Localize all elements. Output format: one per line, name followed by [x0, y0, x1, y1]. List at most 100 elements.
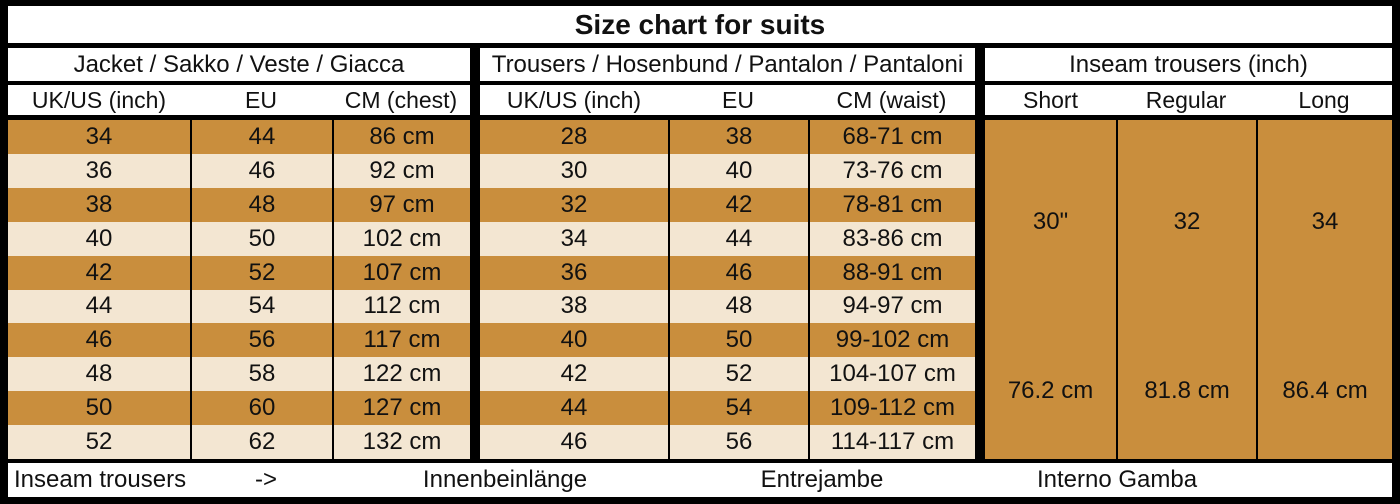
inseam-merged-cells: 30" 76.2 cm 32 81.8 cm 34 86.4 cm	[985, 120, 1392, 459]
table-cell: 48	[190, 187, 332, 222]
column-header-ukus-trousers: UK/US (inch)	[506, 86, 642, 113]
table-row: 46 56 114-117 cm	[480, 425, 975, 460]
section-divider	[975, 85, 985, 115]
table-cell: 40	[85, 224, 113, 252]
table-cell: 104-107 cm	[808, 357, 975, 392]
footer-translation-german: Innenbeinlänge	[422, 466, 588, 493]
section-header-inseam: Inseam trousers (inch)	[1069, 50, 1308, 78]
section-divider	[470, 120, 480, 459]
table-cell: 40	[560, 326, 588, 354]
table-cell: 44	[560, 394, 588, 422]
table-row: 52 62 132 cm	[8, 425, 470, 460]
jacket-size-rows: 34 44 86 cm 36 46 92 cm 38 48 97 cm 40 50 102 cm 42 5…	[8, 120, 470, 460]
section-divider	[975, 120, 985, 459]
table-cell: 73-76 cm	[808, 153, 975, 188]
column-header-regular: Regular	[1145, 86, 1227, 113]
table-cell: 32	[560, 190, 588, 218]
table-cell: 81.8 cm	[1144, 377, 1230, 405]
table-cell: 122 cm	[332, 357, 470, 392]
table-cell: 117 cm	[332, 323, 470, 358]
table-cell: 56	[190, 323, 332, 358]
table-cell: 34	[560, 224, 588, 252]
table-cell: 97 cm	[332, 187, 470, 222]
section-divider	[975, 48, 985, 81]
table-row: 32 42 78-81 cm	[480, 187, 975, 222]
table-cell: 46	[190, 153, 332, 188]
trousers-size-rows: 28 38 68-71 cm 30 40 73-76 cm 32 42 78-81 cm 34 44…	[480, 120, 975, 460]
table-cell: 52	[190, 255, 332, 290]
table-cell: 42	[85, 258, 113, 286]
table-cell: 30"	[1032, 207, 1069, 235]
table-cell: 38	[668, 120, 808, 154]
table-cell: 28	[560, 122, 588, 150]
table-cell: 44	[190, 120, 332, 154]
table-cell: 32	[1173, 207, 1201, 235]
column-header-short: Short	[1023, 86, 1078, 113]
table-row: 40 50 102 cm	[8, 221, 470, 256]
table-cell: 50	[85, 394, 113, 422]
inseam-column-long: 34 86.4 cm	[1256, 120, 1392, 459]
section-header-trousers: Trousers / Hosenbund / Pantalon / Pantal…	[491, 50, 964, 78]
table-row: 34 44 83-86 cm	[480, 221, 975, 256]
table-cell: 36	[85, 156, 113, 184]
page-title: Size chart for suits	[574, 8, 826, 40]
table-row: 44 54 109-112 cm	[480, 391, 975, 426]
column-header-eu-jacket: EU	[245, 86, 277, 113]
arrow-icon: ->	[254, 466, 278, 493]
table-row: 40 50 99-102 cm	[480, 323, 975, 358]
table-row: 50 60 127 cm	[8, 391, 470, 426]
table-cell: 40	[668, 153, 808, 188]
table-row: 44 54 112 cm	[8, 289, 470, 324]
footer-translation-italian: Interno Gamba	[1036, 466, 1198, 493]
table-cell: 102 cm	[332, 221, 470, 256]
table-cell: 76.2 cm	[1007, 377, 1094, 405]
column-header-eu-trousers: EU	[722, 86, 754, 113]
table-cell: 54	[668, 391, 808, 426]
table-cell: 46	[560, 428, 588, 456]
table-row: 34 44 86 cm	[8, 120, 470, 154]
table-row: 36 46 92 cm	[8, 153, 470, 188]
table-cell: 68-71 cm	[808, 120, 975, 154]
table-cell: 34	[85, 122, 113, 150]
column-header-ukus-jacket: UK/US (inch)	[31, 86, 167, 113]
table-cell: 48	[85, 360, 113, 388]
table-cell: 107 cm	[332, 255, 470, 290]
section-header-jacket: Jacket / Sakko / Veste / Giacca	[73, 50, 405, 78]
table-cell: 44	[85, 292, 113, 320]
table-cell: 38	[85, 190, 113, 218]
table-cell: 36	[560, 258, 588, 286]
column-header-cm-chest: CM (chest)	[344, 86, 458, 113]
data-band: 34 44 86 cm 36 46 92 cm 38 48 97 cm 40 50 102 cm 42 5…	[8, 120, 1392, 463]
table-cell: 109-112 cm	[808, 391, 975, 426]
table-cell: 48	[668, 289, 808, 324]
table-row: 42 52 107 cm	[8, 255, 470, 290]
table-cell: 52	[668, 357, 808, 392]
table-cell: 86 cm	[332, 120, 470, 154]
table-cell: 42	[668, 187, 808, 222]
table-cell: 56	[668, 425, 808, 460]
table-cell: 114-117 cm	[808, 425, 975, 460]
footer-translation-french: Entrejambe	[760, 466, 884, 493]
table-cell: 127 cm	[332, 391, 470, 426]
table-cell: 52	[85, 428, 113, 456]
inseam-column-regular: 32 81.8 cm	[1116, 120, 1256, 459]
section-header-band: Jacket / Sakko / Veste / Giacca Trousers…	[8, 48, 1392, 85]
table-cell: 112 cm	[332, 289, 470, 324]
table-cell: 62	[190, 425, 332, 460]
footer-label-inseam-trousers: Inseam trousers	[14, 466, 187, 493]
section-divider	[470, 85, 480, 115]
column-header-long: Long	[1298, 86, 1350, 113]
table-cell: 54	[190, 289, 332, 324]
table-cell: 50	[668, 323, 808, 358]
column-header-cm-waist: CM (waist)	[836, 86, 947, 113]
table-cell: 94-97 cm	[808, 289, 975, 324]
table-row: 36 46 88-91 cm	[480, 255, 975, 290]
table-row: 38 48 97 cm	[8, 187, 470, 222]
footer-row: Inseam trousers -> Innenbeinlänge Entrej…	[8, 463, 1392, 497]
table-cell: 83-86 cm	[808, 221, 975, 256]
table-cell: 78-81 cm	[808, 187, 975, 222]
table-cell: 92 cm	[332, 153, 470, 188]
table-cell: 86.4 cm	[1282, 377, 1368, 405]
section-divider	[470, 48, 480, 81]
